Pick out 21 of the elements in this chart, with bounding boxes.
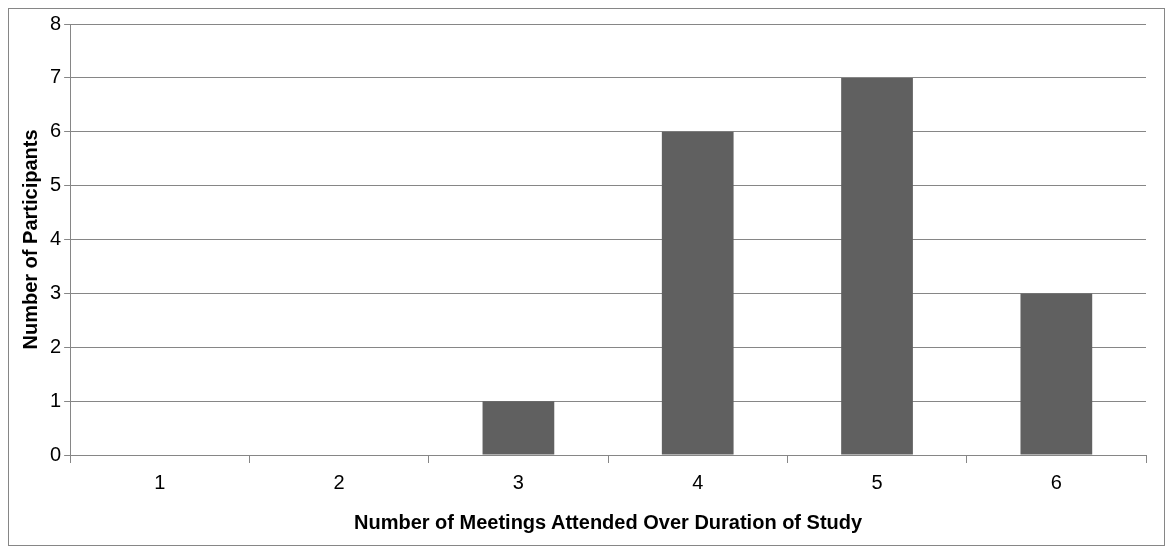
y-tick-label: 6 — [50, 119, 62, 142]
y-tick-label: 2 — [50, 334, 62, 357]
x-axis-title: Number of Meetings Attended Over Duration of Study — [353, 510, 864, 533]
y-tick-label: 4 — [50, 227, 62, 250]
x-tick-label: 6 — [1050, 470, 1062, 493]
x-tick-label: 5 — [871, 470, 883, 493]
y-tick-label: 3 — [50, 280, 62, 303]
x-tick-label: 3 — [512, 470, 524, 493]
x-tick-label: 1 — [154, 470, 166, 493]
x-tick-label: 2 — [333, 470, 345, 493]
y-axis-title: Number of Participants — [18, 129, 41, 350]
bar — [661, 131, 734, 455]
y-tick-label: 7 — [50, 65, 62, 88]
bar — [1020, 293, 1093, 455]
x-tick-label: 4 — [692, 470, 704, 493]
y-tick-label: 8 — [50, 11, 62, 34]
y-tick-label: 0 — [50, 442, 62, 465]
bar — [841, 77, 913, 455]
bar — [482, 401, 555, 455]
y-tick-label: 5 — [50, 173, 62, 196]
y-tick-label: 1 — [50, 388, 62, 411]
